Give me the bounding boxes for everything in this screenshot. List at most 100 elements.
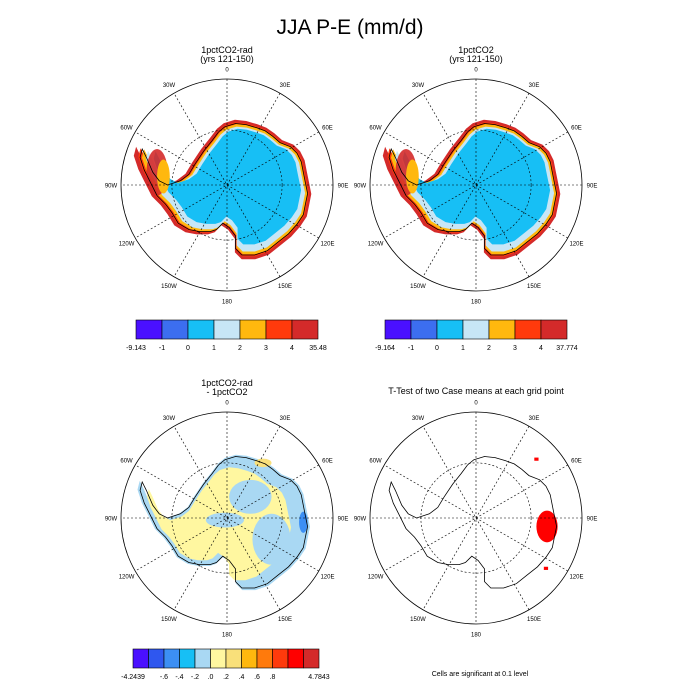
panel2-lon-label-left: 90W xyxy=(354,184,367,190)
panel3-lon-label-top: 0 xyxy=(225,401,229,407)
panel1-colorbar-label: 0 xyxy=(186,345,190,352)
panel1-lon-label-bottom_left: 150W xyxy=(161,284,177,290)
panel2-lon-label-right_upper: 60E xyxy=(571,126,582,132)
panel1-lon-label-bottom_right: 150E xyxy=(278,284,292,290)
panel1-field xyxy=(121,79,333,291)
panel2-title-line-1: (yrs 121-150) xyxy=(449,54,503,64)
panel3-field xyxy=(121,412,333,624)
panel2-graticule xyxy=(370,79,582,291)
panel3-coastline xyxy=(139,456,309,589)
panel1-map-boundary xyxy=(120,78,334,292)
panel3-blue-patch-1 xyxy=(229,479,272,514)
panel2-colorbar-label: 3 xyxy=(513,345,517,352)
panel4-lon-label-bottom_right: 150E xyxy=(527,617,541,623)
panel4-meridian xyxy=(422,426,530,610)
panel3-colorbar-box xyxy=(225,648,242,669)
panel3-colorbar-label: .2 xyxy=(223,674,229,681)
panel4-lon-label-bottom_left: 150W xyxy=(410,617,426,623)
panel1-colorbar-box xyxy=(187,319,215,340)
panel2-lon-label-top_left: 30W xyxy=(412,83,425,89)
panel3-lon-label-left: 90W xyxy=(105,517,118,523)
panel3-blue-edge xyxy=(299,511,308,533)
panel4-lon-label-right_upper: 60E xyxy=(571,459,582,465)
panel1-lon-label-right_upper: 60E xyxy=(322,126,333,132)
panel3-colorbar-label: .0 xyxy=(208,674,214,681)
panel3-colorbar-box xyxy=(194,648,211,669)
panel2-interior xyxy=(402,128,551,245)
panel4-lon-label-top_left: 30W xyxy=(412,416,425,422)
panel2-colorbar-label: 0 xyxy=(435,345,439,352)
panel3-colorbar-label: .6 xyxy=(254,674,260,681)
panel2-lon-label-bottom_right: 150E xyxy=(527,284,541,290)
panel2-colorbar-label: 37.774 xyxy=(556,345,578,352)
panel2-map: 0 30E 60E 90E 120E 150E 180 150W 120W 90W 60W 30W 1p… xyxy=(354,45,598,306)
panel1-graticule xyxy=(121,79,333,291)
panel1-colorbar-label: 3 xyxy=(264,345,268,352)
panel2-lon-label-top_right: 30E xyxy=(529,83,540,89)
panel4-coastline xyxy=(388,456,558,589)
panel2-meridian xyxy=(422,93,530,277)
panel1-colorbar-box xyxy=(265,319,293,340)
panel1-coastline xyxy=(139,123,309,256)
panel2-lon-label-bottom_left: 150W xyxy=(410,284,426,290)
panel4-sig-cell-small2 xyxy=(543,566,549,570)
panel3-colorbar-label: -.2 xyxy=(191,674,199,681)
panel2-lon-label-left_upper: 60W xyxy=(369,126,382,132)
panel2-lon-label-right_lower: 120E xyxy=(569,242,583,248)
panel1-colorbar-box xyxy=(213,319,241,340)
panel3-colorbar-box xyxy=(241,648,258,669)
panel1-colorbar-label: 1 xyxy=(212,345,216,352)
panel3-meridian xyxy=(135,464,319,572)
panel1-title-line-1: (yrs 121-150) xyxy=(200,54,254,64)
panel3-colorbar-label: .8 xyxy=(270,674,276,681)
panel2-lon-label-bottom: 180 xyxy=(471,300,482,306)
panel2-peninsula-yellow xyxy=(406,159,419,194)
panel2-colorbar-box xyxy=(384,319,412,340)
panel1-colorbar-label: 4 xyxy=(290,345,294,352)
panel2-colorbar-box xyxy=(514,319,542,340)
panel4-lon-label-top_right: 30E xyxy=(529,416,540,422)
panel3-lon-label-bottom: 180 xyxy=(222,633,233,639)
panel4-lon-label-top: 0 xyxy=(474,401,478,407)
panel2-map-boundary xyxy=(369,78,583,292)
panel3-colorbar-label: .4 xyxy=(239,674,245,681)
panel3-colorbar-box xyxy=(303,648,320,669)
panel3-lon-label-bottom_left: 150W xyxy=(161,617,177,623)
panel3-lon-label-left_upper: 60W xyxy=(120,459,133,465)
panel1-peninsula-yellow xyxy=(157,159,170,194)
panel3-colorbar-box xyxy=(256,648,273,669)
panel3-lon-label-top_right: 30E xyxy=(280,416,291,422)
panel2-colorbar-box xyxy=(410,319,438,340)
panel2-meridian xyxy=(384,131,568,239)
panel2-colorbar-label: -9.164 xyxy=(375,345,395,352)
panel2-field xyxy=(370,79,582,291)
panel3-title-line-0: 1pctCO2-rad xyxy=(201,378,253,388)
panel3-meridian xyxy=(173,426,281,610)
panel4-lon-label-left_upper: 60W xyxy=(369,459,382,465)
panel2-colorbar-label: 4 xyxy=(539,345,543,352)
panel3-lon-label-bottom_right: 150E xyxy=(278,617,292,623)
panel4-lon-label-left: 90W xyxy=(354,517,367,523)
panel4-lon-label-right_lower: 120E xyxy=(569,575,583,581)
panel1-colorbar-label: -1 xyxy=(159,345,165,352)
panel3-colorbar-box xyxy=(148,648,165,669)
panel3-colorbar: -4.2439 -.6 -.4 -.2 .0 .2 .4 .6 .8 4.7843 xyxy=(121,648,330,681)
panel3-colorbar-box xyxy=(163,648,180,669)
panel1-map: 0 30E 60E 90E 120E 150E 180 150W 120W 90W 60W 30W 1p… xyxy=(105,45,349,306)
panel1-colorbar-label: -9.143 xyxy=(126,345,146,352)
panel1-lon-label-top_left: 30W xyxy=(163,83,176,89)
panel3-lon-label-right_upper: 60E xyxy=(322,459,333,465)
panel1-lon-label-left_lower: 120W xyxy=(119,242,135,248)
panel4-sig-cell-small xyxy=(534,457,539,461)
panel3-lon-label-right_lower: 120E xyxy=(320,575,334,581)
panel4-lon-label-bottom: 180 xyxy=(471,633,482,639)
panel4-field xyxy=(370,412,582,624)
panel2-colorbar-label: 1 xyxy=(461,345,465,352)
panel3-colorbar-label: -.4 xyxy=(175,674,183,681)
panel3-lon-label-left_lower: 120W xyxy=(119,575,135,581)
panel2-colorbar-label: -1 xyxy=(408,345,414,352)
panel3-colorbar-label: -.6 xyxy=(160,674,168,681)
panel1-lon-label-right_lower: 120E xyxy=(320,242,334,248)
panel3-map-boundary xyxy=(120,411,334,625)
panel4-title-line-0: T-Test of two Case means at each grid po… xyxy=(388,386,564,396)
